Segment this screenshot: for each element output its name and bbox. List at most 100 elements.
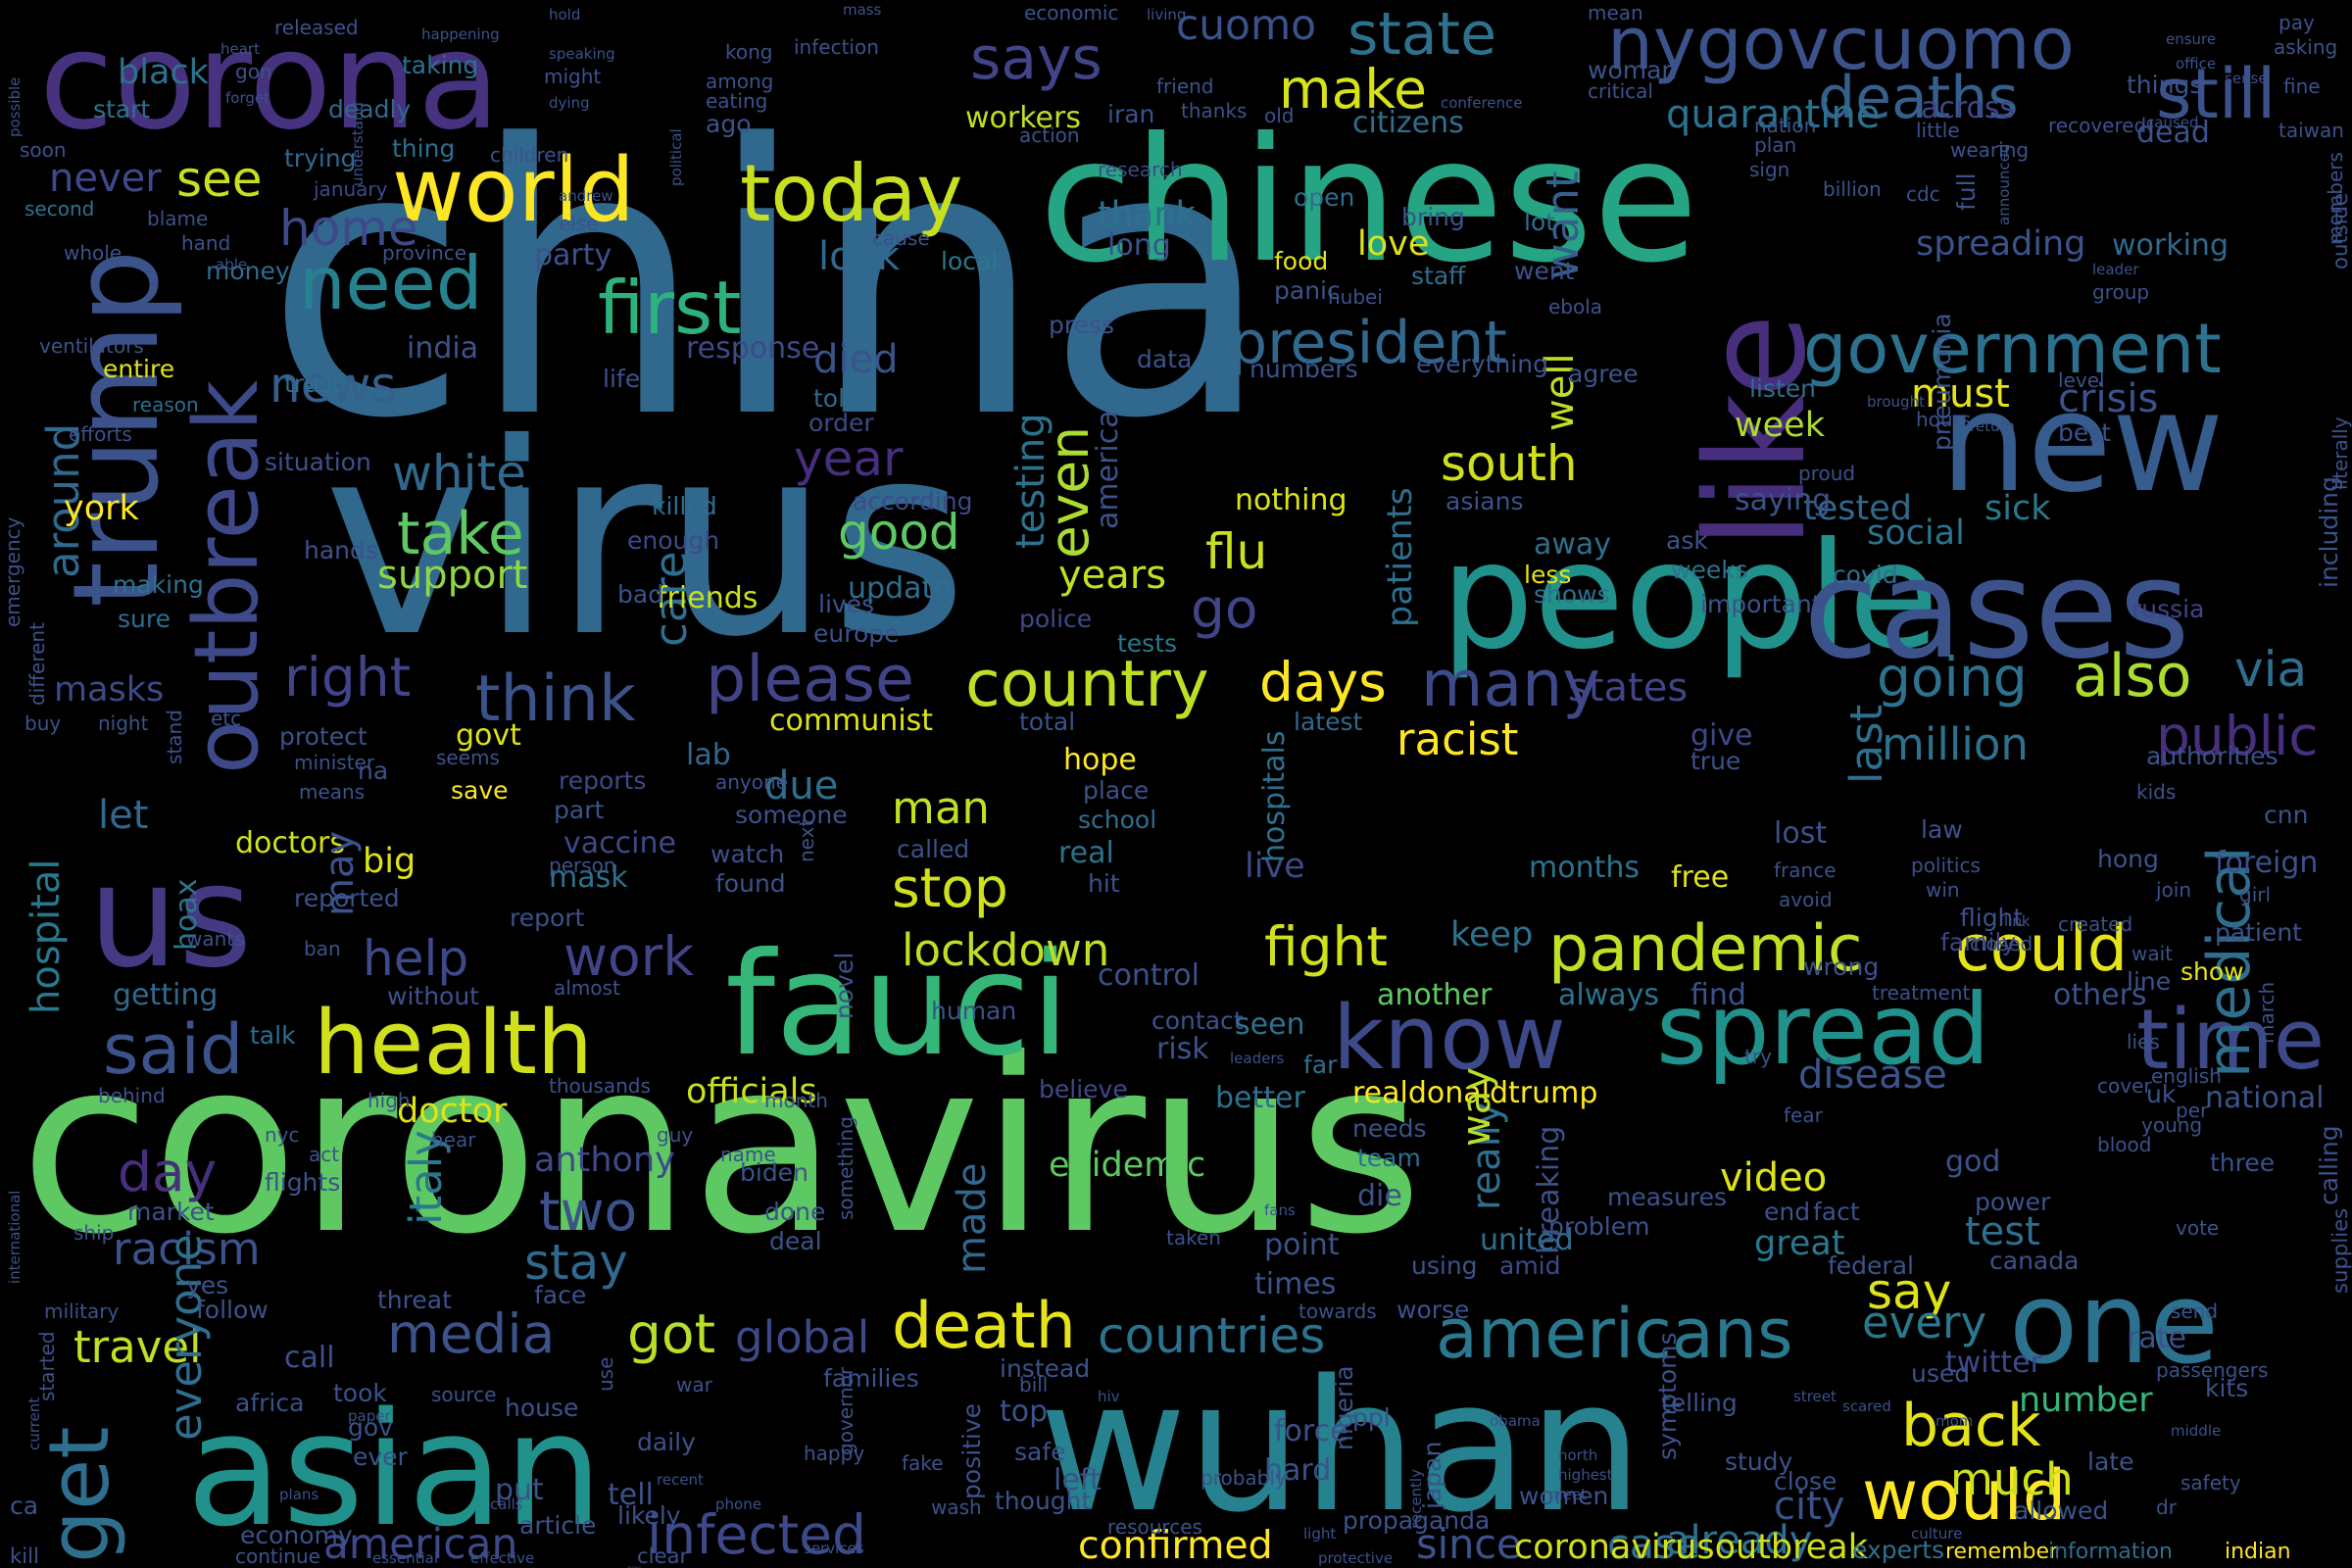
word-join: join bbox=[2155, 878, 2191, 902]
word-lot: lot bbox=[1524, 208, 1555, 236]
word-new: new bbox=[1940, 364, 2224, 523]
word-three: three bbox=[2210, 1149, 2275, 1177]
word-called: called bbox=[897, 835, 969, 863]
word-mass: mass bbox=[843, 1, 882, 19]
word-citizens: citizens bbox=[1352, 106, 1464, 140]
word-line: line bbox=[2127, 967, 2171, 996]
word-corona: corona bbox=[39, 2, 500, 160]
word-report: report bbox=[510, 904, 585, 932]
word-govt: govt bbox=[456, 718, 521, 753]
word-hope: hope bbox=[1063, 743, 1137, 777]
word-day: day bbox=[118, 1141, 217, 1203]
word-law: law bbox=[1921, 815, 1963, 844]
word-vote: vote bbox=[2176, 1216, 2219, 1240]
word-epidemic: epidemic bbox=[1049, 1146, 1205, 1185]
word-obama: obama bbox=[1490, 1412, 1541, 1430]
word-american: american bbox=[323, 1520, 517, 1568]
word-blame: blame bbox=[147, 207, 208, 230]
word-dying: dying bbox=[549, 94, 590, 112]
word-thought: thought bbox=[995, 1487, 1092, 1515]
word-listen: listen bbox=[1749, 374, 1816, 403]
word-hands: hands bbox=[304, 536, 378, 564]
word-hit: hit bbox=[1088, 869, 1120, 898]
word-ask: ask bbox=[1666, 526, 1708, 555]
word-coronavirusoutbreak: coronavirusoutbreak bbox=[1514, 1528, 1869, 1567]
word-hear: hear bbox=[431, 1128, 476, 1152]
word-stay: stay bbox=[524, 1234, 628, 1291]
word-still: still bbox=[2156, 54, 2276, 134]
word-caused: caused bbox=[2146, 114, 2199, 131]
word-human: human bbox=[931, 997, 1016, 1025]
word-foreign: foreign bbox=[2215, 846, 2318, 880]
word-heart: heart bbox=[220, 40, 260, 58]
word-free: free bbox=[1671, 860, 1729, 895]
word-believe: believe bbox=[1039, 1075, 1128, 1103]
word-agree: agree bbox=[1568, 360, 1639, 388]
word-life: life bbox=[603, 365, 640, 393]
word-racist: racist bbox=[1396, 713, 1518, 765]
word-little: little bbox=[1916, 119, 1960, 142]
word-source: source bbox=[431, 1383, 496, 1406]
word-group: group bbox=[2092, 280, 2149, 304]
word-everyone: everyone bbox=[160, 1234, 212, 1441]
word-getting: getting bbox=[113, 978, 218, 1012]
word-wuhan: wuhan bbox=[1039, 1341, 1642, 1552]
word-work: work bbox=[564, 925, 694, 988]
word-brought: brought bbox=[1867, 393, 1925, 411]
word-name: name bbox=[720, 1143, 776, 1166]
word-said: said bbox=[103, 1009, 243, 1090]
word-contact: contact bbox=[1152, 1006, 1244, 1035]
word-could: could bbox=[1955, 912, 2128, 986]
word-press: press bbox=[1049, 311, 1114, 339]
word-night: night bbox=[98, 711, 149, 735]
word-critical: critical bbox=[1588, 79, 1653, 103]
word-told: told bbox=[813, 384, 860, 413]
word-bad: bad bbox=[617, 580, 663, 609]
word-public: public bbox=[2156, 705, 2318, 767]
word-workers: workers bbox=[965, 101, 1081, 135]
word-government: government bbox=[1803, 309, 2222, 389]
word-flu: flu bbox=[1205, 523, 1267, 580]
word-ago: ago bbox=[706, 110, 751, 138]
word-wash: wash bbox=[931, 1495, 982, 1519]
word-media: media bbox=[387, 1302, 555, 1365]
word-taking: taking bbox=[402, 51, 478, 79]
word-travel: travel bbox=[74, 1321, 202, 1373]
word-novel: novel bbox=[830, 953, 858, 1019]
word-start: start bbox=[93, 95, 150, 123]
word-better: better bbox=[1215, 1081, 1305, 1115]
word-disease: disease bbox=[1798, 1053, 1947, 1098]
word-house: house bbox=[505, 1394, 578, 1422]
word-current: current bbox=[25, 1397, 43, 1450]
word-thing: thing bbox=[392, 134, 455, 163]
word-december: december bbox=[627, 1565, 642, 1568]
word-safety: safety bbox=[2180, 1471, 2241, 1494]
word-see: see bbox=[176, 151, 263, 208]
word-breaking: breaking bbox=[1532, 1126, 1566, 1254]
word-home: home bbox=[279, 200, 418, 257]
word-hospitals: hospitals bbox=[1257, 731, 1292, 863]
word-instead: instead bbox=[1000, 1354, 1090, 1383]
word-level: level bbox=[2058, 368, 2105, 392]
word-kong: kong bbox=[725, 40, 772, 64]
word-link: link bbox=[2004, 912, 2031, 930]
word-among: among bbox=[706, 70, 773, 93]
word-best: best bbox=[2058, 418, 2111, 447]
word-thank: thank bbox=[1098, 195, 1197, 234]
word-sense: sense bbox=[2225, 70, 2268, 87]
word-fact: fact bbox=[1813, 1198, 1860, 1226]
word-lost: lost bbox=[1774, 816, 1827, 851]
word-think: think bbox=[475, 662, 636, 736]
word-friends: friends bbox=[657, 581, 758, 615]
word-africa: africa bbox=[235, 1389, 304, 1417]
word-week: week bbox=[1735, 406, 1826, 445]
word-speaking: speaking bbox=[549, 45, 615, 63]
word-almost: almost bbox=[554, 976, 620, 1000]
word-recently: recently bbox=[1407, 1469, 1425, 1529]
word-know: know bbox=[1333, 987, 1566, 1090]
word-reports: reports bbox=[559, 766, 646, 795]
word-threat: threat bbox=[377, 1286, 452, 1314]
word-died: died bbox=[813, 337, 899, 382]
word-cnn: cnn bbox=[2264, 801, 2308, 829]
